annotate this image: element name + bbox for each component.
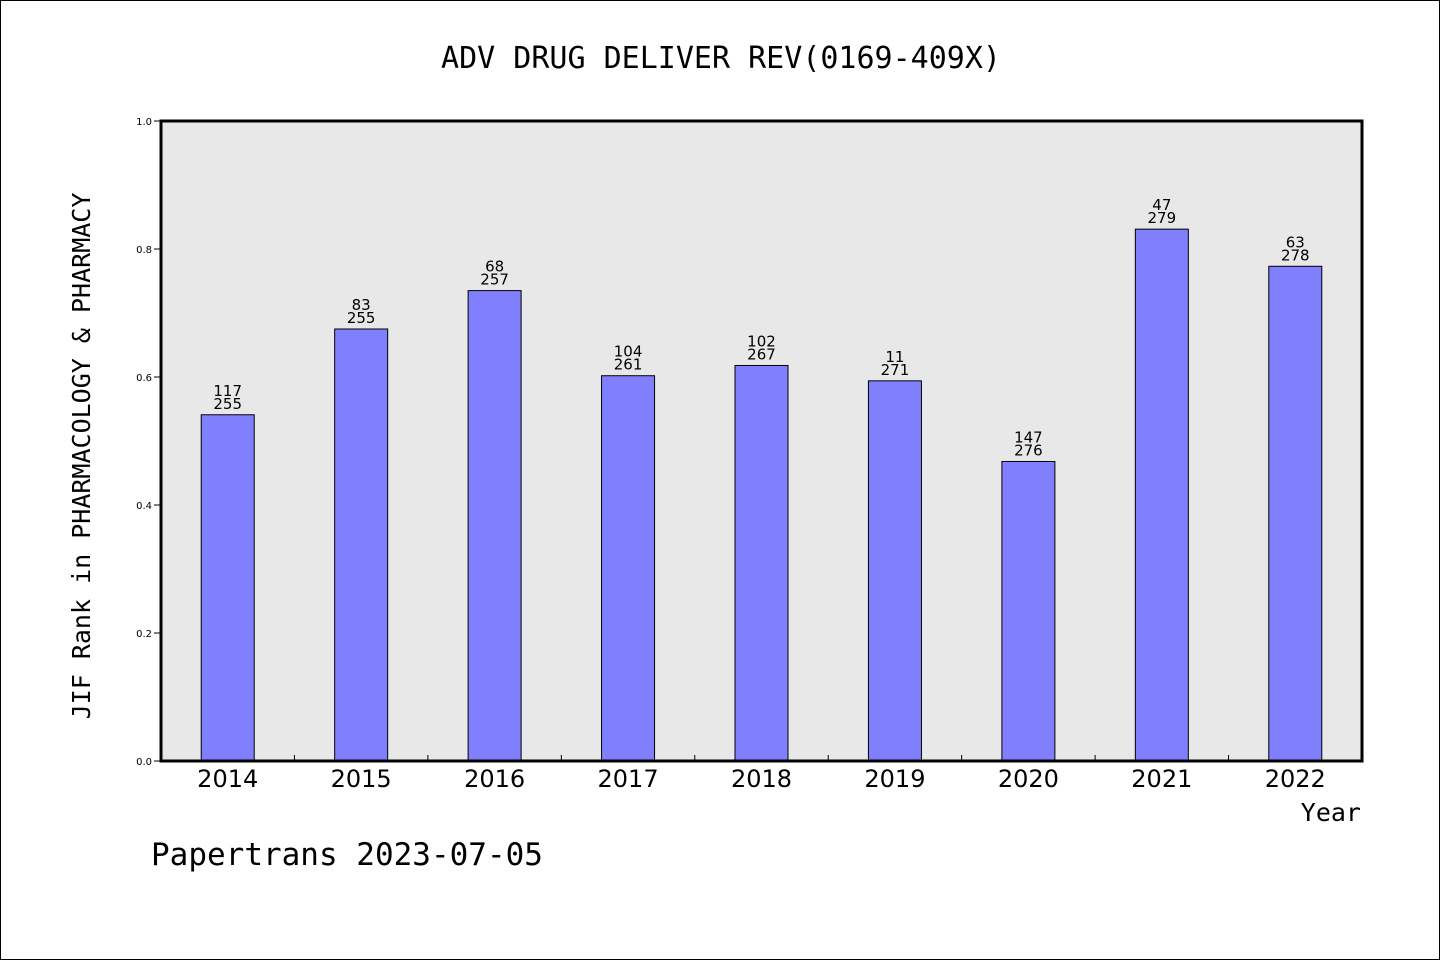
y-tick-label: 0.0 [136, 757, 152, 768]
y-tick-label: 0.4 [136, 501, 152, 512]
y-tick-label: 0.6 [136, 373, 152, 384]
bar-2017 [601, 375, 656, 762]
chart-title: ADV DRUG DELIVER REV(0169-409X) [441, 41, 1001, 76]
plot-border [159, 119, 1364, 763]
y-tick-label: 0.8 [136, 245, 152, 256]
total-label: 267 [747, 345, 776, 363]
bar-2021 [1134, 228, 1189, 762]
x-tick-label: 2018 [731, 765, 792, 793]
rank-label: 11 [885, 348, 904, 366]
bar-2018 [734, 364, 789, 762]
bars-layer [200, 228, 1323, 762]
y-tick-label: 0.2 [136, 629, 152, 640]
total-label: 276 [1014, 441, 1043, 459]
rank-label: 104 [614, 343, 643, 361]
footer-credit: Papertrans 2023-07-05 [151, 837, 543, 873]
y-axis-title: JIF Rank in PHARMACOLOGY & PHARMACY [67, 193, 96, 720]
ticks-layer: 0.0 0.2 0.4 0.6 0.8 1.0 2014 2015 2016 2017 2018 20… [136, 117, 1326, 793]
rank-label: 83 [352, 296, 371, 314]
total-label: 279 [1148, 209, 1177, 227]
rank-label: 147 [1014, 428, 1043, 446]
total-label: 271 [881, 361, 910, 379]
x-tick-label: 2017 [598, 765, 659, 793]
x-tick-label: 2015 [331, 765, 392, 793]
rank-label: 117 [213, 382, 242, 400]
total-label: 261 [614, 356, 643, 374]
total-label: 257 [480, 271, 509, 289]
total-label: 278 [1281, 246, 1310, 264]
x-tick-label: 2021 [1131, 765, 1192, 793]
total-label: 255 [213, 395, 242, 413]
bar-2014 [200, 414, 255, 762]
x-axis-title: Year [1301, 798, 1361, 827]
rank-label: 102 [747, 332, 776, 350]
bar-2020 [1001, 460, 1056, 762]
rank-label: 47 [1152, 196, 1171, 214]
x-tick-label: 2016 [464, 765, 525, 793]
x-tick-label: 2014 [197, 765, 258, 793]
bar-2015 [334, 328, 389, 762]
x-tick-label: 2019 [864, 765, 925, 793]
rank-label: 68 [485, 258, 504, 276]
x-tick-label: 2022 [1265, 765, 1326, 793]
total-label: 255 [347, 309, 376, 327]
rank-label: 63 [1286, 233, 1305, 251]
y-tick-label: 1.0 [136, 117, 152, 128]
x-tick-label: 2020 [998, 765, 1059, 793]
bar-2019 [867, 380, 922, 762]
bar-2016 [467, 290, 522, 762]
bar-2022 [1268, 265, 1323, 762]
